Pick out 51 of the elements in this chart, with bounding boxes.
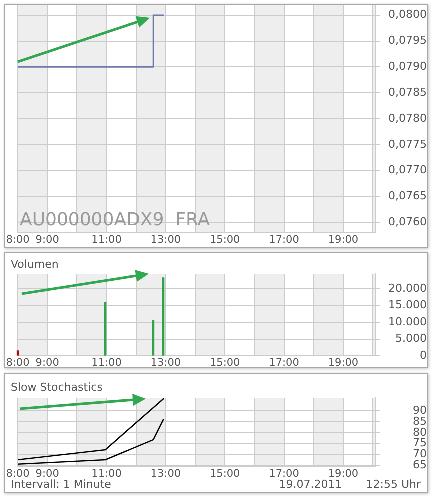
y-tick-label: 90 xyxy=(413,404,427,417)
y-tick-label: 5.000 xyxy=(396,332,427,346)
x-tick-label: 15:00 xyxy=(210,468,240,480)
text: 12:55 Uhr xyxy=(366,478,422,491)
text: Intervall: 1 Minute xyxy=(11,478,112,491)
x-tick-label: 8:00 xyxy=(6,357,30,370)
y-tick-label: 0,0760 xyxy=(388,215,427,228)
y-tick-label: 85 xyxy=(413,414,427,428)
y-tick-label: 75 xyxy=(413,436,427,450)
text: 19.07.2011 xyxy=(279,478,342,491)
chart-title: Slow Stochastics xyxy=(11,380,104,394)
x-tick-label: 11:00 xyxy=(92,468,122,480)
y-tick-label: 65 xyxy=(413,458,427,472)
y-tick-label: 0,0765 xyxy=(388,190,427,203)
x-tick-label: 9:00 xyxy=(36,357,60,370)
x-tick-label: 19:00 xyxy=(328,357,359,370)
x-tick-label: 11:00 xyxy=(92,357,122,370)
x-tick-label: 19:00 xyxy=(328,234,359,246)
x-tick-label: 8:00 xyxy=(6,234,30,246)
x-tick-label: 13:00 xyxy=(150,468,182,480)
x-tick-label: 8:00 xyxy=(6,468,30,480)
y-tick-label: 20.000 xyxy=(388,282,427,295)
bar xyxy=(162,278,165,356)
x-tick-label: 17:00 xyxy=(269,357,300,370)
x-tick-label: 13:00 xyxy=(150,357,182,370)
x-tick-label: 17:00 xyxy=(269,234,300,246)
y-tick-label: 0,0780 xyxy=(388,112,427,125)
x-tick-label: 15:00 xyxy=(210,357,240,370)
y-tick-label: 0,0770 xyxy=(388,164,427,177)
y-tick-label: 80 xyxy=(413,426,427,439)
y-tick-label: 0,0800 xyxy=(388,8,427,22)
y-tick-label: 15.000 xyxy=(388,298,427,312)
y-tick-label: 0,0775 xyxy=(388,138,427,151)
y-tick-label: 0 xyxy=(420,348,427,362)
chart-title: Volumen xyxy=(11,258,59,271)
y-tick-label: 0,0790 xyxy=(388,60,427,74)
annotation: AU000000ADX9 FRA xyxy=(20,210,211,231)
x-tick-label: 15:00 xyxy=(210,234,240,246)
bar xyxy=(104,302,107,356)
x-tick-label: 13:00 xyxy=(150,234,182,246)
y-tick-label: 70 xyxy=(413,448,427,461)
y-tick-label: 0,0795 xyxy=(388,34,427,48)
x-tick-label: 9:00 xyxy=(36,468,60,480)
x-tick-label: 11:00 xyxy=(92,234,122,246)
bar xyxy=(152,320,155,356)
y-tick-label: 10.000 xyxy=(388,315,427,328)
bar xyxy=(16,350,20,356)
x-tick-label: 19:00 xyxy=(328,468,359,480)
x-tick-label: 17:00 xyxy=(269,468,300,480)
x-tick-label: 9:00 xyxy=(36,234,60,246)
y-tick-label: 0,0785 xyxy=(388,86,427,99)
